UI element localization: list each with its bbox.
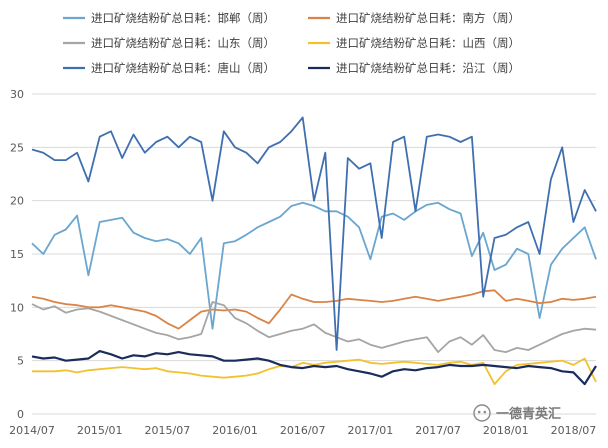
x-tick-label: 2017/07 xyxy=(415,424,461,437)
legend-label: 进口矿烧结粉矿总日耗：沿江（周） xyxy=(336,61,520,75)
x-axis-tick-labels: 2014/07 2015/01 2015/07 2016/01 2016/07 2017/… xyxy=(9,424,596,437)
x-tick-label: 2018/07 xyxy=(551,424,597,437)
y-tick-label: 0 xyxy=(17,408,24,421)
x-tick-label: 2017/01 xyxy=(348,424,394,437)
legend-label: 进口矿烧结粉矿总日耗：山西（周） xyxy=(336,36,520,50)
x-tick-label: 2014/07 xyxy=(9,424,55,437)
series-line xyxy=(31,301,597,353)
series-lines xyxy=(31,116,597,386)
x-tick-label: 2015/07 xyxy=(145,424,191,437)
series-line xyxy=(31,289,597,330)
y-tick-label: 25 xyxy=(10,141,24,154)
y-tick-label: 20 xyxy=(10,195,24,208)
y-tick-label: 10 xyxy=(10,301,24,314)
watermark: 一德青英汇 xyxy=(473,404,561,422)
legend-label: 进口矿烧结粉矿总日耗：邯郸（周） xyxy=(91,11,275,25)
y-tick-label: 15 xyxy=(10,248,24,261)
series-line xyxy=(31,116,597,351)
series-line xyxy=(32,357,597,385)
wechat-icon xyxy=(473,404,491,422)
legend-label: 进口矿烧结粉矿总日耗：南方（周） xyxy=(336,11,520,25)
chart-legend: 进口矿烧结粉矿总日耗：邯郸（周） 进口矿烧结粉矿总日耗：南方（周） 进口矿烧结粉矿总… xyxy=(63,11,520,75)
watermark-text: 一德青英汇 xyxy=(496,406,561,422)
y-axis-tick-labels: 0 5 10 15 20 25 30 xyxy=(10,88,24,421)
series-line xyxy=(31,350,597,386)
x-tick-label: 2015/01 xyxy=(77,424,123,437)
series-line xyxy=(31,201,597,330)
x-tick-label: 2016/01 xyxy=(212,424,258,437)
x-tick-label: 2016/07 xyxy=(280,424,326,437)
y-tick-label: 30 xyxy=(10,88,24,101)
legend-label: 进口矿烧结粉矿总日耗：山东（周） xyxy=(91,36,275,50)
x-tick-label: 2018/01 xyxy=(483,424,529,437)
y-tick-label: 5 xyxy=(17,355,24,368)
legend-label: 进口矿烧结粉矿总日耗：唐山（周） xyxy=(91,61,275,75)
